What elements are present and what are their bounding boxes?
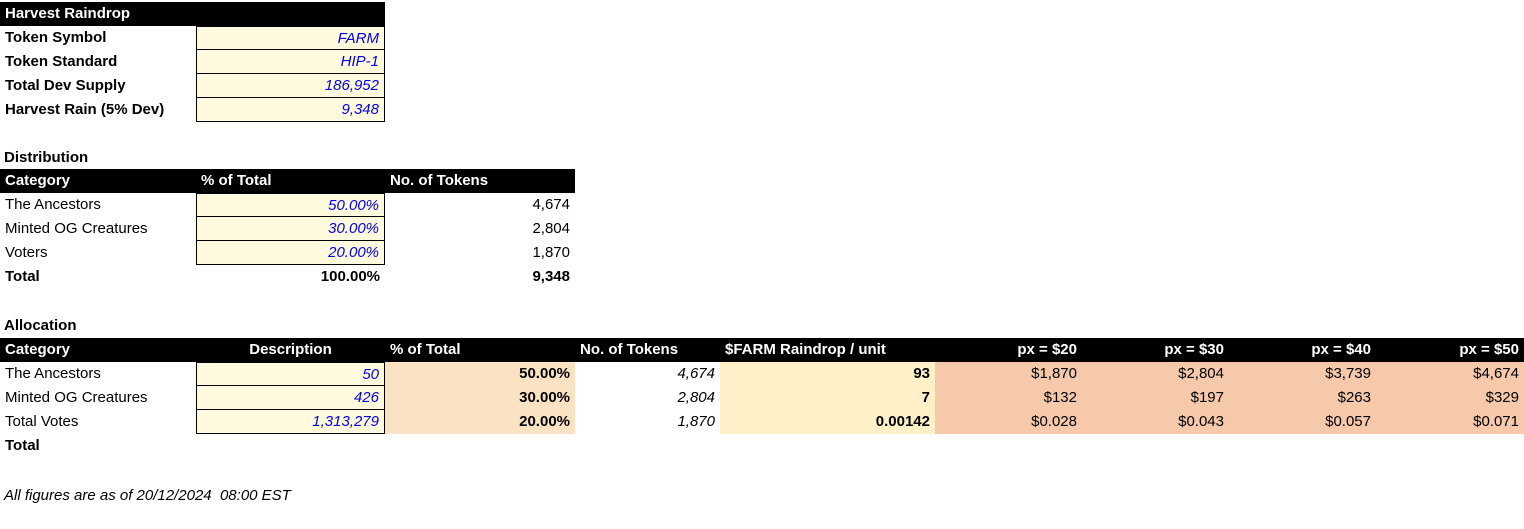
distribution-row-tokens: 4,674 [532, 196, 570, 213]
allocation-row-px20: $0.028 [935, 410, 1082, 434]
empty-cell [1082, 434, 1229, 458]
distribution-row-category: The Ancestors [5, 196, 101, 213]
distribution-header-pct: % of Total [196, 169, 385, 193]
allocation-header-px20: px = $20 [935, 338, 1082, 362]
allocation-row-per-unit: 0.00142 [720, 410, 935, 434]
distribution-table: Category % of Total No. of Tokens The An… [0, 169, 575, 289]
allocation-header-description: Description [196, 338, 385, 362]
empty-cell [1229, 434, 1376, 458]
empty-cell [935, 434, 1082, 458]
distribution-total-pct: 100.00% [320, 268, 380, 285]
allocation-header-pct: % of Total [385, 338, 575, 362]
distribution-total-label: Total [5, 268, 40, 285]
allocation-header-px50: px = $50 [1376, 338, 1524, 362]
token-standard-cell[interactable]: HIP-1 [196, 50, 385, 74]
allocation-header-px40: px = $40 [1229, 338, 1376, 362]
distribution-row-category: Minted OG Creatures [5, 220, 148, 237]
empty-cell [720, 434, 935, 458]
allocation-row-tokens: 4,674 [677, 365, 715, 382]
allocation-row-px50: $0.071 [1376, 410, 1524, 434]
allocation-row-pct: 20.00% [385, 410, 575, 434]
empty-cell [385, 434, 575, 458]
distribution-row-category: Voters [5, 244, 48, 261]
allocation-row-px30: $2,804 [1082, 362, 1229, 386]
harvest-rain-label: Harvest Rain (5% Dev) [5, 101, 165, 118]
distribution-total-tokens: 9,348 [532, 268, 570, 285]
allocation-header-category: Category [0, 338, 196, 362]
allocation-row-description-cell[interactable]: 50 [196, 362, 385, 386]
summary-table: Harvest Raindrop Token Symbol FARM Token… [0, 2, 385, 122]
allocation-row-px20: $132 [935, 386, 1082, 410]
allocation-title: Allocation [4, 317, 77, 334]
allocation-row-px50: $329 [1376, 386, 1524, 410]
allocation-row-px40: $3,739 [1229, 362, 1376, 386]
summary-title: Harvest Raindrop [0, 2, 385, 26]
allocation-row-description-cell[interactable]: 426 [196, 386, 385, 410]
allocation-row-pct: 30.00% [385, 386, 575, 410]
allocation-table: Category Description % of Total No. of T… [0, 338, 1524, 458]
allocation-row-px20: $1,870 [935, 362, 1082, 386]
allocation-row-pct: 50.00% [385, 362, 575, 386]
empty-cell [196, 434, 385, 458]
allocation-row-description-cell[interactable]: 1,313,279 [196, 410, 385, 434]
allocation-header-px30: px = $30 [1082, 338, 1229, 362]
allocation-row-px40: $0.057 [1229, 410, 1376, 434]
allocation-row-category: The Ancestors [5, 365, 101, 382]
allocation-row-per-unit: 7 [720, 386, 935, 410]
distribution-row-tokens: 2,804 [532, 220, 570, 237]
total-dev-supply-label: Total Dev Supply [5, 77, 126, 94]
footer-note: All figures are as of 20/12/2024 08:00 E… [4, 487, 291, 504]
token-symbol-label: Token Symbol [5, 29, 107, 46]
distribution-row-tokens: 1,870 [532, 244, 570, 261]
allocation-row-px30: $0.043 [1082, 410, 1229, 434]
allocation-row-tokens: 1,870 [677, 413, 715, 430]
distribution-header-tokens: No. of Tokens [385, 169, 575, 193]
allocation-total-label: Total [5, 437, 40, 454]
allocation-header-per-unit: $FARM Raindrop / unit [720, 338, 935, 362]
total-dev-supply-cell[interactable]: 186,952 [196, 74, 385, 98]
distribution-header-category: Category [0, 169, 196, 193]
allocation-row-tokens: 2,804 [677, 389, 715, 406]
token-standard-label: Token Standard [5, 53, 118, 70]
token-symbol-cell[interactable]: FARM [196, 26, 385, 50]
allocation-row-px50: $4,674 [1376, 362, 1524, 386]
allocation-row-category: Total Votes [5, 413, 79, 430]
empty-cell [575, 434, 720, 458]
allocation-row-px40: $263 [1229, 386, 1376, 410]
allocation-row-per-unit: 93 [720, 362, 935, 386]
distribution-row-pct-cell[interactable]: 30.00% [196, 217, 385, 241]
empty-cell [1376, 434, 1524, 458]
allocation-row-px30: $197 [1082, 386, 1229, 410]
allocation-row-category: Minted OG Creatures [5, 389, 148, 406]
distribution-title: Distribution [4, 149, 89, 166]
allocation-header-tokens: No. of Tokens [575, 338, 720, 362]
distribution-row-pct-cell[interactable]: 20.00% [196, 241, 385, 265]
harvest-rain-cell[interactable]: 9,348 [196, 98, 385, 122]
distribution-row-pct-cell[interactable]: 50.00% [196, 193, 385, 217]
